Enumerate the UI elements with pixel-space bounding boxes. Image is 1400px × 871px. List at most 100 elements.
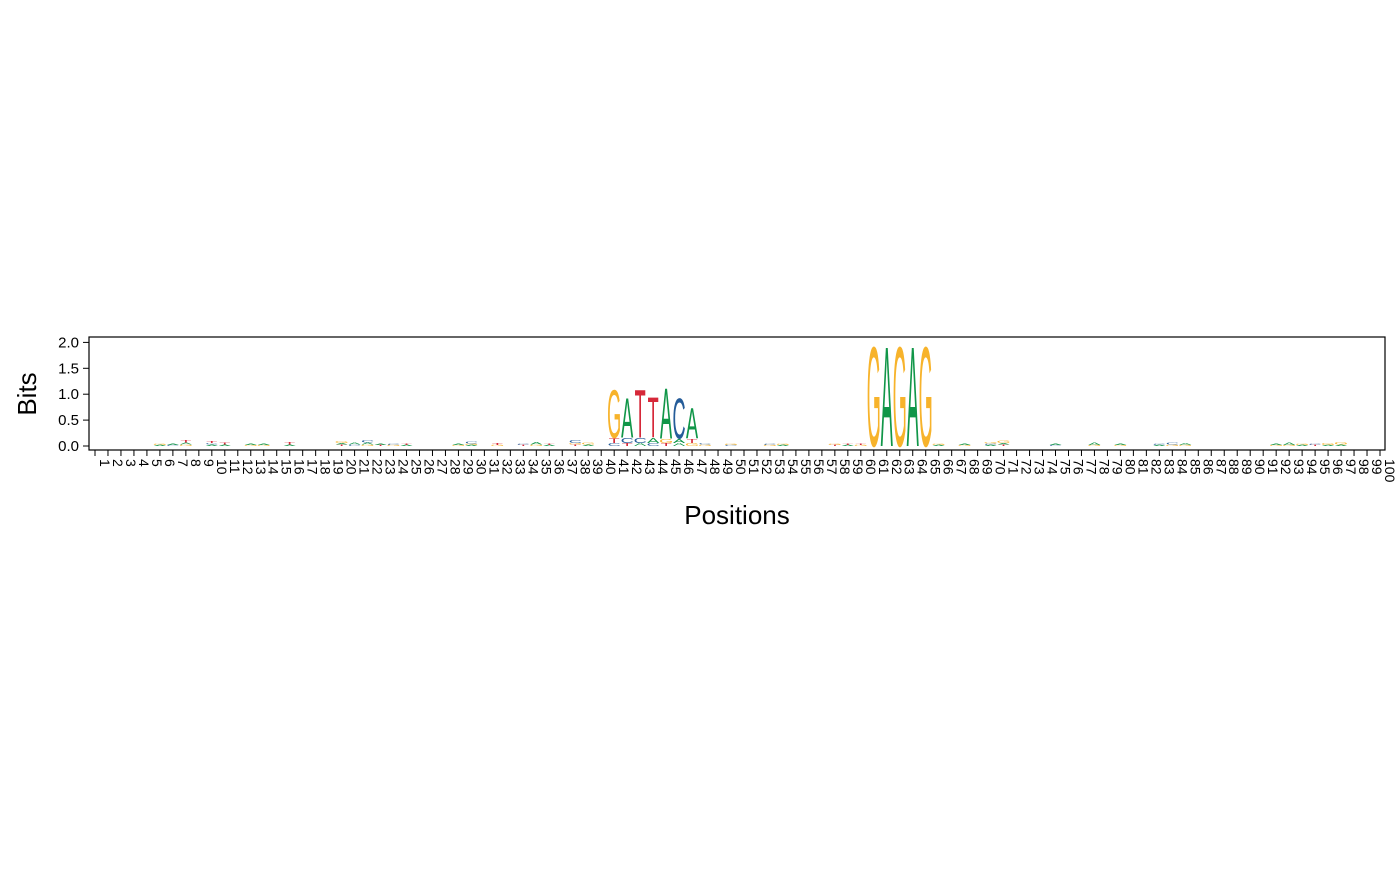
logo-letter-C: C [205,442,218,445]
logo-letter-T: T [687,438,698,444]
logo-letter-C: C [621,437,634,445]
logo-letter-C: C [647,442,661,447]
logo-letter-A: A [1049,443,1062,446]
logo-letter-C: C [984,443,997,446]
x-tick-label: 10 [214,459,230,475]
logo-letter-C: C [1166,442,1179,445]
logo-letter-A: A [959,444,972,446]
logo-letter-G: G [361,444,375,447]
logo-letter-G: G [893,317,907,477]
logo-letter-G: G [1321,442,1335,445]
logo-letter-A: A [1114,444,1127,446]
logo-letter-A: A [985,445,998,447]
logo-letter-G: G [698,444,712,447]
x-tick-label: 59 [850,459,866,475]
x-tick-label: 78 [1096,459,1112,475]
x-tick-label: 86 [1200,459,1216,475]
x-tick-label: 35 [538,459,554,475]
logo-letter-G: G [685,442,699,447]
logo-letter-C: C [465,441,478,444]
x-tick-label: 72 [1019,459,1035,475]
x-tick-label: 39 [590,459,606,475]
logo-letter-T: T [219,442,230,445]
x-tick-label: 36 [551,459,567,475]
logo-letter-A: A [1088,442,1100,446]
logo-letter-A: A [634,442,646,447]
logo-letter-A: A [1322,445,1335,447]
x-tick-label: 20 [344,459,360,475]
logo-letter-G: G [1282,445,1296,447]
logo-letter-T: T [635,376,646,453]
logo-letter-A: A [1283,442,1295,446]
x-tick-label: 94 [1304,459,1320,475]
logo-letter-G: G [1113,445,1127,447]
x-tick-label: 62 [889,459,905,475]
logo-letter-A: A [686,401,699,449]
x-tick-label: 85 [1187,459,1203,475]
logo-letter-A: A [336,442,349,445]
x-tick-label: 47 [694,459,710,475]
logo-letter-C: C [608,442,622,447]
x-tick-label: 25 [409,459,425,475]
x-tick-label: 34 [525,459,541,475]
x-tick-label: 55 [798,459,814,475]
logo-letter-G: G [1087,445,1101,447]
logo-letter-G: G [464,443,478,446]
x-tick-label: 6 [162,459,178,467]
x-tick-label: 17 [305,459,321,475]
logo-letter-G: G [529,444,543,447]
x-tick-label: 93 [1291,459,1307,475]
logo-letter-A: A [219,444,232,447]
x-tick-label: 5 [149,459,165,467]
x-tick-label: 1 [97,459,113,467]
logo-letter-T: T [855,443,866,446]
y-tick-label: 0.0 [58,438,79,455]
x-tick-label: 7 [175,459,191,467]
logo-letter-G: G [153,444,167,446]
x-tick-label: 63 [902,459,918,475]
logo-letter-T: T [1310,445,1321,447]
x-tick-label: 52 [759,459,775,475]
logo-letter-G: G [607,377,621,454]
logo-letter-G: G [451,445,465,447]
logo-letter-G: G [932,443,946,446]
x-tick-label: 68 [967,459,983,475]
x-tick-label: 65 [928,459,944,475]
x-tick-label: 95 [1317,459,1333,475]
logo-letter-A: A [167,443,180,446]
logo-letter-G: G [1178,445,1192,447]
logo-letter-A: A [1153,445,1166,447]
logo-letter-A: A [465,445,478,447]
x-tick-label: 61 [876,459,892,475]
logo-letter-A: A [998,442,1011,445]
x-tick-label: 50 [733,459,749,475]
logo-letter-T: T [998,444,1009,447]
x-tick-label: 81 [1135,459,1151,475]
x-tick-label: 14 [266,459,282,475]
logo-letter-T: T [622,442,633,447]
x-tick-label: 82 [1148,459,1164,475]
logo-letter-A: A [582,444,595,447]
x-tick-label: 96 [1330,459,1346,475]
logo-letter-A: A [907,317,919,477]
logo-letter-G: G [1334,441,1348,445]
logo-letter-A: A [206,444,219,447]
logo-letter-T: T [180,439,191,443]
logo-letter-G: G [1165,444,1179,447]
logo-letter-A: A [673,438,685,444]
logo-letter-A: A [777,445,790,447]
x-tick-label: 3 [123,459,139,467]
x-tick-label: 24 [396,459,412,475]
x-tick-label: 89 [1239,459,1255,475]
logo-letter-G: G [568,442,582,445]
x-tick-label: 2 [110,459,126,467]
x-axis: 1234567891011121314151617181920212223242… [94,450,1398,483]
logo-letter-C: C [634,437,647,445]
logo-letter-A: A [452,443,465,446]
logo-letter-G: G [659,438,673,444]
x-tick-label: 71 [1006,459,1022,475]
x-tick-label: 26 [421,459,437,475]
